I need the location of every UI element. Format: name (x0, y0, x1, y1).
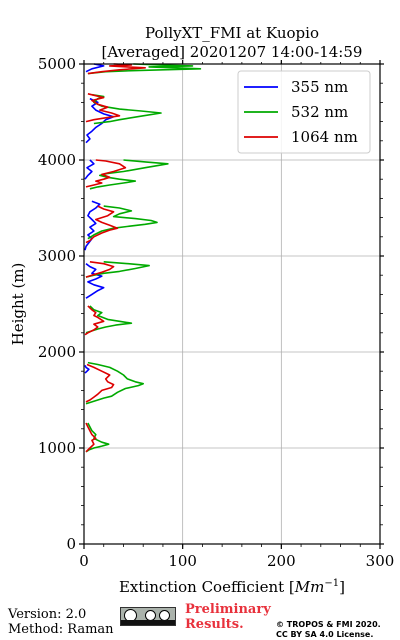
y-axis-label: Height (m) (9, 263, 27, 346)
series-1-line-segment (87, 205, 158, 240)
series-1-line-segment (85, 361, 144, 405)
plot-frame (83, 63, 381, 545)
series-2-line-segment (85, 205, 119, 244)
y-tick-label: 4000 (38, 151, 76, 169)
series-2-line-segment (85, 261, 115, 278)
series-0-line-segment (84, 200, 101, 251)
series-1-line-segment (89, 159, 169, 190)
cc-badge-bar (121, 620, 175, 625)
series-0-line-segment (85, 97, 115, 144)
copyright-line-2: CC BY SA 4.0 License. (276, 630, 374, 639)
copyright-line-1: © TROPOS & FMI 2020. (276, 620, 381, 629)
series-group (84, 63, 202, 453)
series-1-line-segment (87, 63, 202, 75)
y-tick-label: 3000 (38, 247, 76, 265)
x-tick-label: 200 (267, 552, 296, 570)
x-tick-label: 300 (366, 552, 395, 570)
copyright-text: © TROPOS & FMI 2020. CC BY SA 4.0 Licens… (276, 620, 400, 640)
series-0-line-segment (85, 263, 105, 299)
x-axis-label: Extinction Coefficient [Mm−1] (119, 578, 345, 596)
x-tick-label: 100 (168, 552, 197, 570)
series-2-line-segment (85, 159, 127, 188)
series-0-line-segment (84, 365, 90, 374)
legend: 355 nm 532 nm 1064 nm (237, 70, 371, 154)
x-tick-label: 0 (79, 552, 89, 570)
x-axis-label-prefix: Extinction Coefficient [ (119, 578, 295, 596)
legend-label: 1064 nm (291, 128, 358, 146)
method-text: Method: Raman (8, 622, 114, 637)
legend-label: 532 nm (291, 103, 348, 121)
chart-title: PollyXT_FMI at Kuopio (145, 24, 319, 42)
series-0-line-segment (84, 159, 95, 180)
chart-subtitle: [Averaged] 20201207 14:00-14:59 (102, 43, 363, 61)
y-tick-label: 5000 (38, 55, 76, 73)
series-1-line-segment (85, 305, 133, 334)
series-0-line-segment (85, 63, 105, 73)
y-tick-label: 2000 (38, 343, 76, 361)
series-2-line-segment (85, 363, 115, 403)
series-2-line-segment (87, 63, 146, 75)
y-tick-label: 0 (66, 535, 76, 553)
series-1-line-segment (85, 422, 110, 453)
series-2-line-segment (85, 93, 121, 123)
legend-label: 355 nm (291, 78, 348, 96)
series-2-line-segment (85, 422, 97, 453)
x-axis-label-unit: Mm (294, 578, 325, 596)
x-axis-label-suffix: ] (339, 578, 345, 596)
series-2-line-segment (84, 305, 105, 336)
x-axis-label-exponent: −1 (324, 578, 339, 589)
legend-box (237, 70, 371, 154)
preliminary-results-text: Preliminary Results. (185, 602, 271, 632)
y-tick-label: 1000 (38, 439, 76, 457)
cc-license-badge-icon (120, 607, 176, 626)
version-text: Version: 2.0 (8, 607, 87, 622)
